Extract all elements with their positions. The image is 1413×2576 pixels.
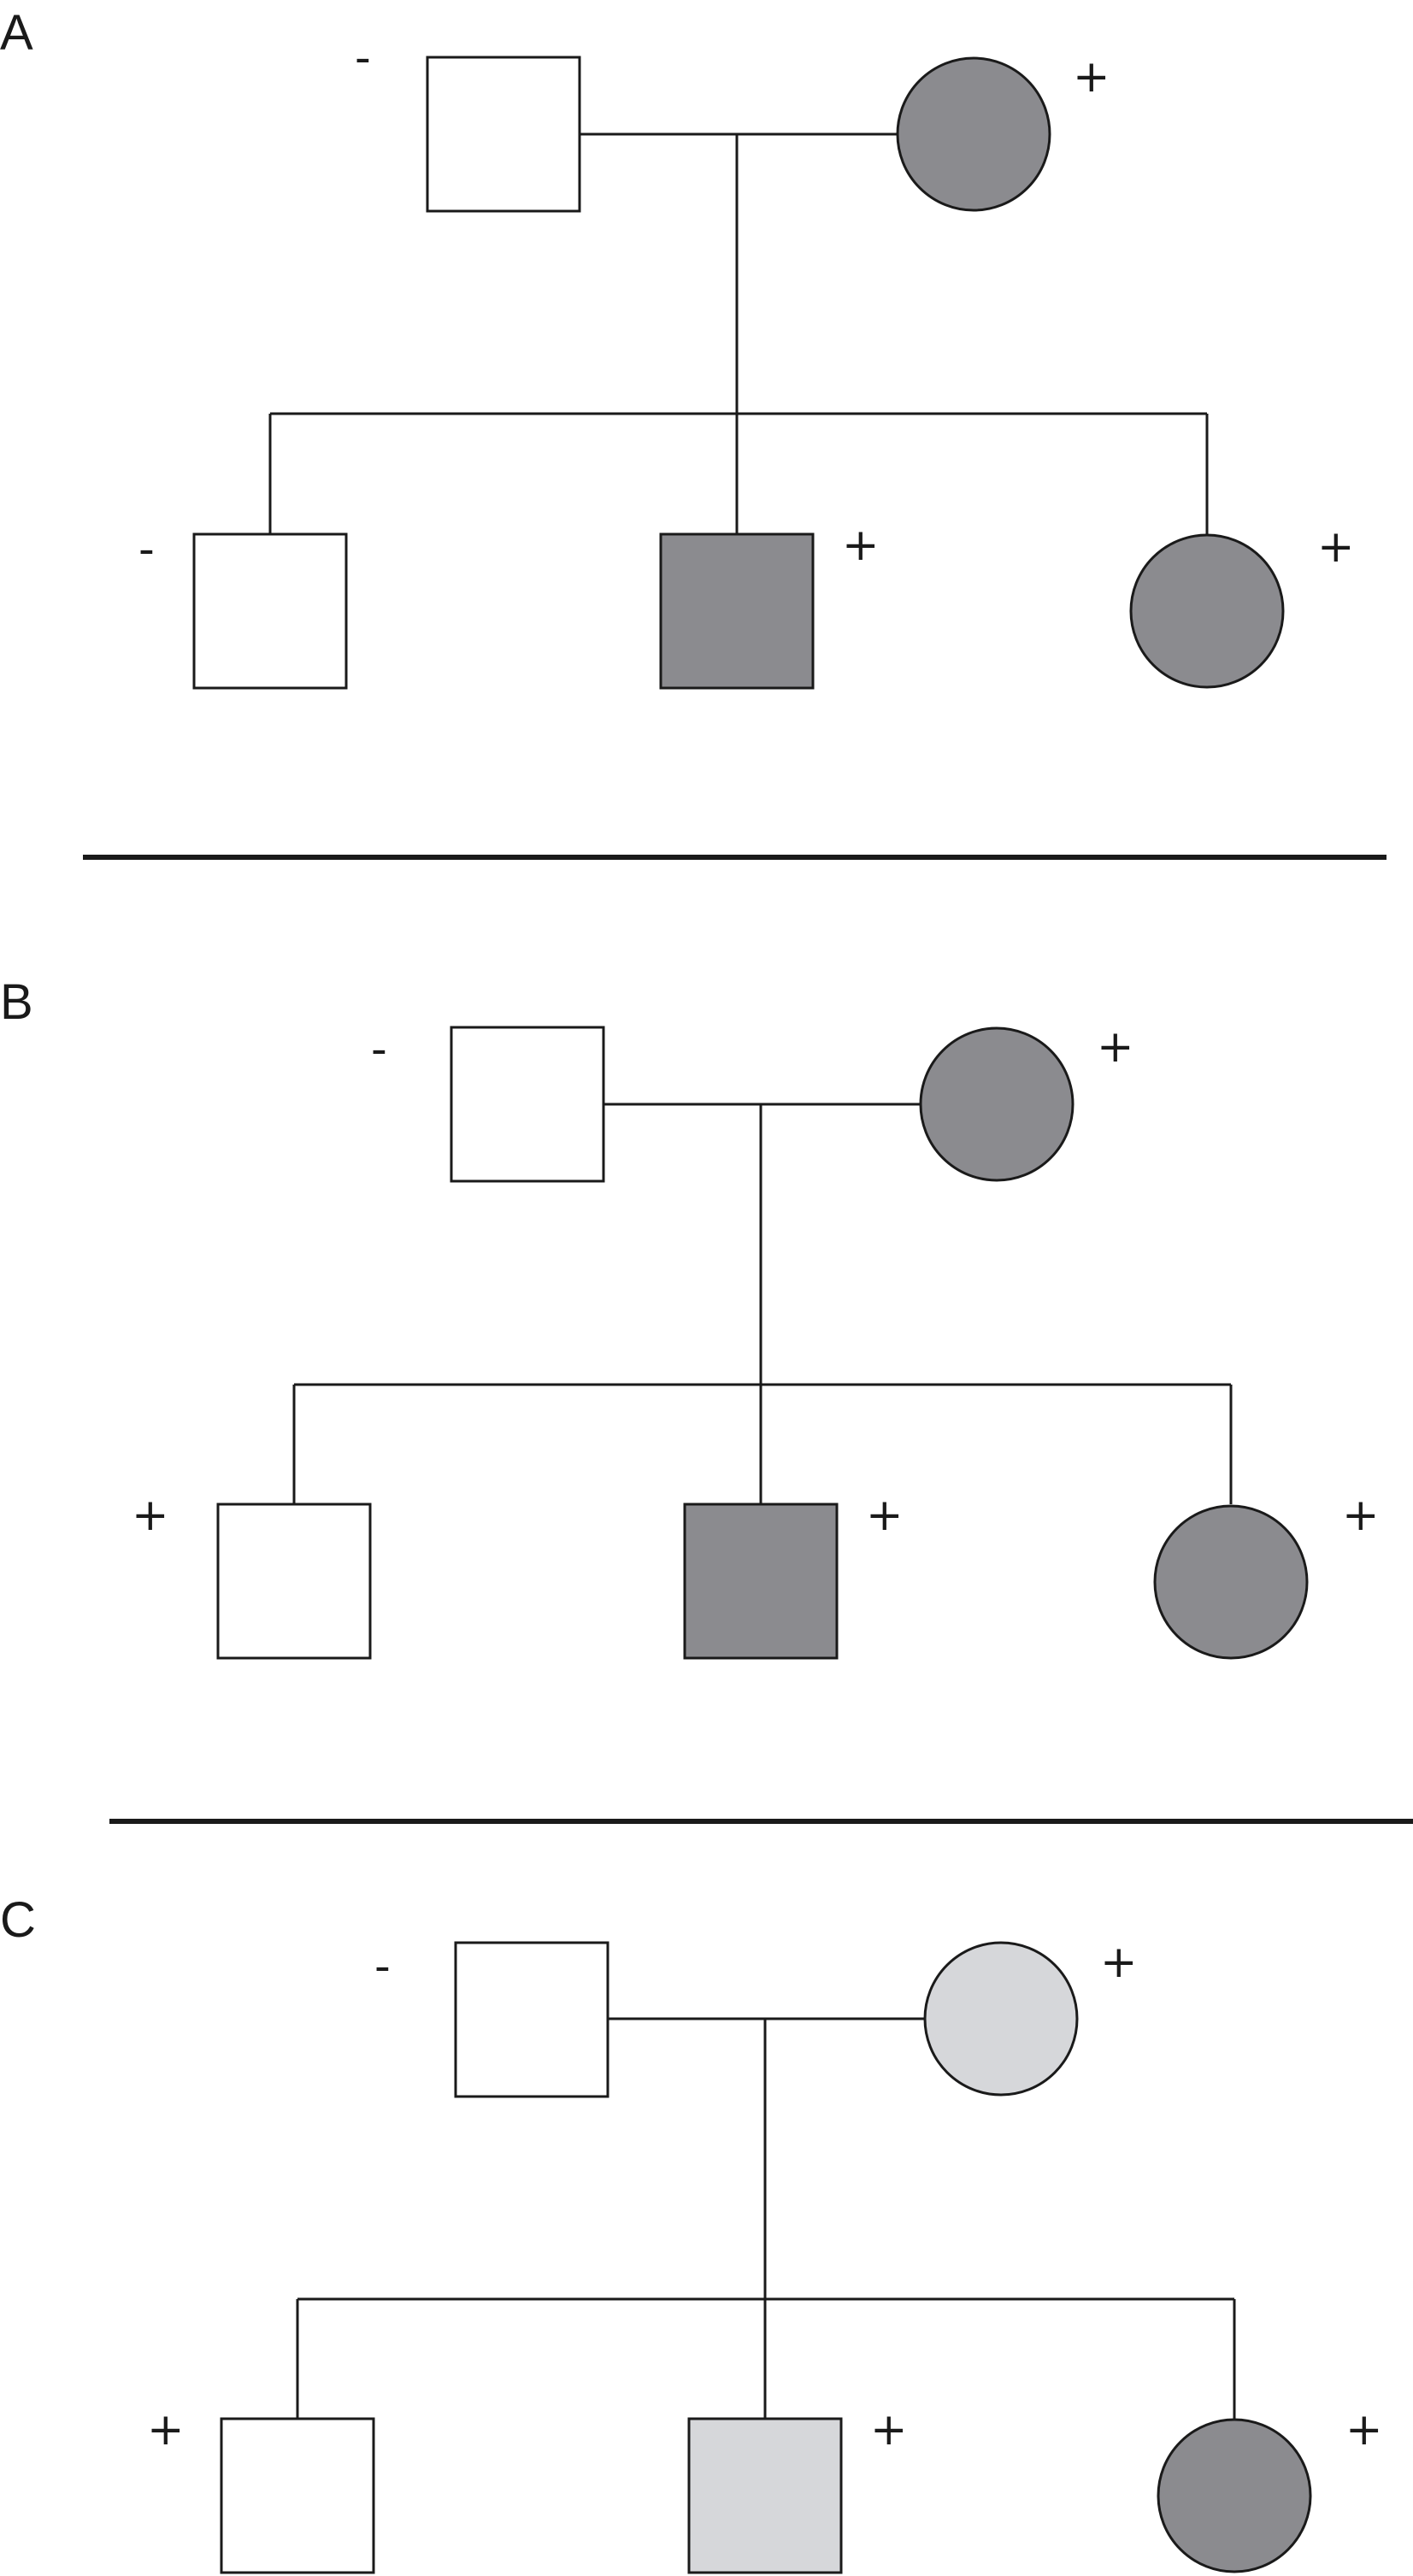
child-male-square (687, 2417, 843, 2574)
child-sign: + (147, 2404, 185, 2455)
child-sign: - (138, 524, 155, 575)
child-male-square (192, 532, 348, 690)
mother-female-circle (919, 1026, 1074, 1182)
father-sign: - (355, 32, 371, 84)
child-sign: + (866, 1490, 904, 1541)
child-female-circle (1157, 2418, 1312, 2573)
child-sign: + (132, 1490, 169, 1541)
child-female-circle (1153, 1504, 1309, 1660)
pedigree-panel-c: C - + + + + (0, 1892, 1383, 2574)
father-male-square (450, 1026, 605, 1183)
mother-female-circle (923, 1941, 1079, 2097)
mother-sign: + (1073, 51, 1110, 103)
child-sign: + (870, 2404, 908, 2455)
mother-sign: + (1097, 1021, 1134, 1073)
child-male-square (216, 1503, 372, 1660)
mother-sign: + (1100, 1937, 1138, 1988)
panel-label-c: C (0, 1892, 36, 1948)
father-male-square (426, 56, 581, 213)
pedigree-panel-b: B - + + + + (0, 974, 1380, 1660)
mother-female-circle (896, 56, 1051, 212)
panel-label-a: A (0, 5, 33, 61)
child-sign: + (1345, 2404, 1383, 2455)
pedigree-panel-a: A - + - + + (0, 5, 1355, 690)
child-sign: + (1342, 1490, 1380, 1541)
child-male-square (220, 2417, 375, 2574)
panel-label-b: B (0, 974, 33, 1030)
father-sign: - (374, 1941, 391, 1992)
father-sign: - (371, 1024, 387, 1075)
father-male-square (454, 1941, 609, 2098)
child-female-circle (1129, 533, 1285, 689)
child-sign: + (842, 520, 880, 571)
child-male-square (659, 532, 815, 690)
child-sign: + (1317, 521, 1355, 573)
child-male-square (683, 1503, 839, 1660)
